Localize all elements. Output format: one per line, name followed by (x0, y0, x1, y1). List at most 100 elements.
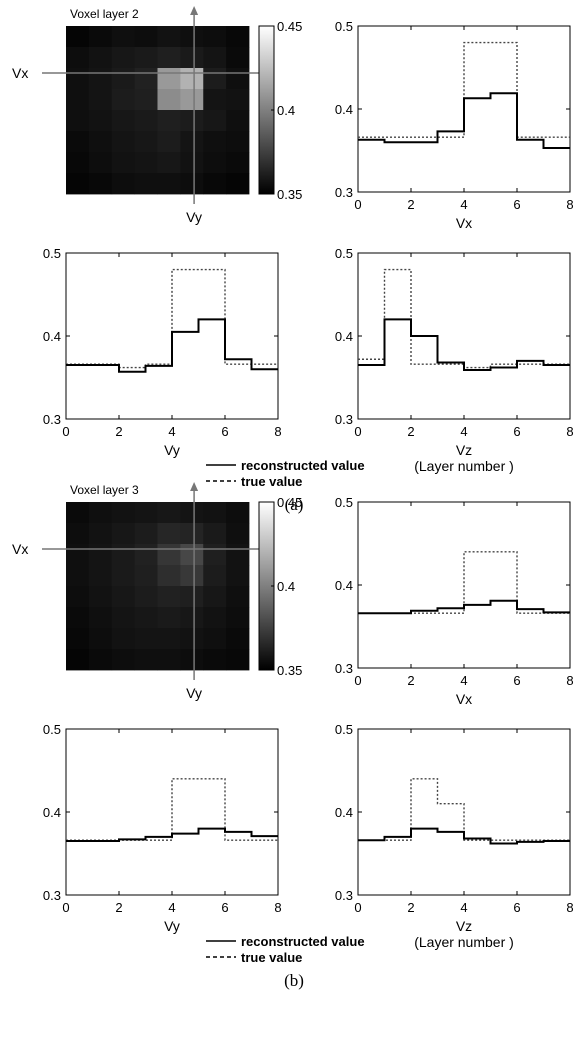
heatmap-cell (157, 607, 181, 629)
heatmap-cell (134, 544, 158, 566)
x-tick-label: 2 (115, 900, 122, 915)
heatmap-cell (66, 649, 90, 671)
y-tick-label: 0.4 (43, 329, 61, 344)
heatmap-cell (134, 586, 158, 608)
x-tick-label: 2 (407, 900, 414, 915)
x-axis-label: Vy (164, 442, 180, 458)
y-tick-label: 0.3 (335, 412, 353, 427)
heatmap-cell (203, 152, 227, 174)
heatmap-cell (180, 131, 204, 153)
heatmap-vx-label: Vx (12, 541, 28, 557)
heatmap-cell (88, 544, 113, 566)
heatmap-cell (88, 152, 113, 174)
heatmap-cell (111, 586, 136, 608)
x-tick-label: 2 (407, 673, 414, 688)
y-tick-label: 0.3 (335, 888, 353, 903)
profile-plot-vx: 0 2 4 6 8 0.3 0.4 0.5 Vx (335, 19, 574, 231)
x-axis-label: Vy (164, 918, 180, 934)
y-tick-label: 0.3 (335, 661, 353, 676)
heatmap-cell (88, 565, 113, 587)
heatmap-cell (203, 173, 227, 195)
x-tick-label: 6 (513, 900, 520, 915)
heatmap-cell (226, 47, 250, 69)
heatmap-cell (180, 649, 204, 671)
panel-caption: (a) (285, 495, 304, 514)
panel-caption: (b) (284, 971, 304, 990)
plot-frame (357, 501, 571, 669)
heatmap-cell (157, 649, 181, 671)
x-tick-label: 4 (460, 673, 467, 688)
heatmap-cell (180, 523, 204, 545)
true-value-series (358, 778, 570, 841)
heatmap-cell (203, 649, 227, 671)
colorbar-tick-label: 0.4 (277, 579, 295, 594)
heatmap-cell (111, 607, 136, 629)
heatmap-cell (157, 565, 181, 587)
heatmap-cell (226, 586, 250, 608)
heatmap-cell (111, 131, 136, 153)
x-tick-label: 0 (354, 900, 361, 915)
heatmap-cell (134, 502, 158, 524)
heatmap-cell (134, 523, 158, 545)
y-tick-label: 0.3 (43, 888, 61, 903)
heatmap-cell (88, 131, 113, 153)
x-tick-label: 8 (566, 900, 573, 915)
x-tick-label: 6 (513, 197, 520, 212)
heatmap-cell (180, 89, 204, 111)
heatmap-cell (203, 586, 227, 608)
profile-plot-vx: 0 2 4 6 8 0.3 0.4 0.5 Vx (335, 495, 574, 707)
voxel-heatmap (66, 502, 250, 671)
heatmap-cell (180, 628, 204, 650)
reconstructed-value-series (358, 92, 570, 150)
heatmap-cell (180, 544, 204, 566)
heatmap-cell (226, 89, 250, 111)
heatmap-cell (157, 110, 181, 132)
heatmap-cell (157, 152, 181, 174)
y-tick-label: 0.5 (335, 722, 353, 737)
heatmap-cell (111, 502, 136, 524)
heatmap-cell (66, 47, 90, 69)
heatmap-title: Voxel layer 2 (70, 7, 139, 21)
plot-frame (65, 728, 279, 896)
heatmap-cell (203, 628, 227, 650)
heatmap-cell (157, 68, 181, 90)
x-tick-label: 2 (407, 424, 414, 439)
heatmap-cell (111, 68, 136, 90)
heatmap-cell (226, 544, 250, 566)
reconstructed-value-series (358, 318, 570, 372)
x-tick-label: 8 (566, 673, 573, 688)
x-tick-label: 4 (168, 900, 175, 915)
heatmap-cell (157, 89, 181, 111)
legend-true-label: true value (241, 474, 302, 489)
heatmap-cell (134, 173, 158, 195)
x-tick-label: 8 (274, 900, 281, 915)
heatmap-cell (88, 26, 113, 48)
heatmap-cell (88, 110, 113, 132)
colorbar-tick-label: 0.45 (277, 495, 302, 510)
heatmap-cell (111, 110, 136, 132)
heatmap-cell (88, 607, 113, 629)
heatmap-cell (111, 26, 136, 48)
y-tick-label: 0.3 (43, 412, 61, 427)
y-tick-label: 0.4 (335, 102, 353, 117)
heatmap-cell (226, 26, 250, 48)
heatmap-cell (180, 26, 204, 48)
heatmap-cell (88, 89, 113, 111)
heatmap-cell (66, 89, 90, 111)
x-tick-label: 2 (115, 424, 122, 439)
heatmap-cell (203, 89, 227, 111)
x-axis-label-secondary: (Layer number ) (414, 934, 514, 950)
heatmap-cell (88, 502, 113, 524)
x-tick-label: 6 (221, 900, 228, 915)
profile-plot-vz: 0 2 4 6 8 0.3 0.4 0.5 Vz(Layer number ) (335, 722, 574, 950)
x-axis-label: Vz (456, 442, 472, 458)
y-tick-label: 0.5 (335, 19, 353, 34)
x-tick-label: 6 (513, 673, 520, 688)
profile-plot-vy: 0 2 4 6 8 0.3 0.4 0.5 Vy (43, 722, 282, 934)
heatmap-cell (66, 523, 90, 545)
y-tick-label: 0.5 (43, 722, 61, 737)
heatmap-cell (203, 523, 227, 545)
vy-arrowhead-icon (190, 482, 199, 491)
